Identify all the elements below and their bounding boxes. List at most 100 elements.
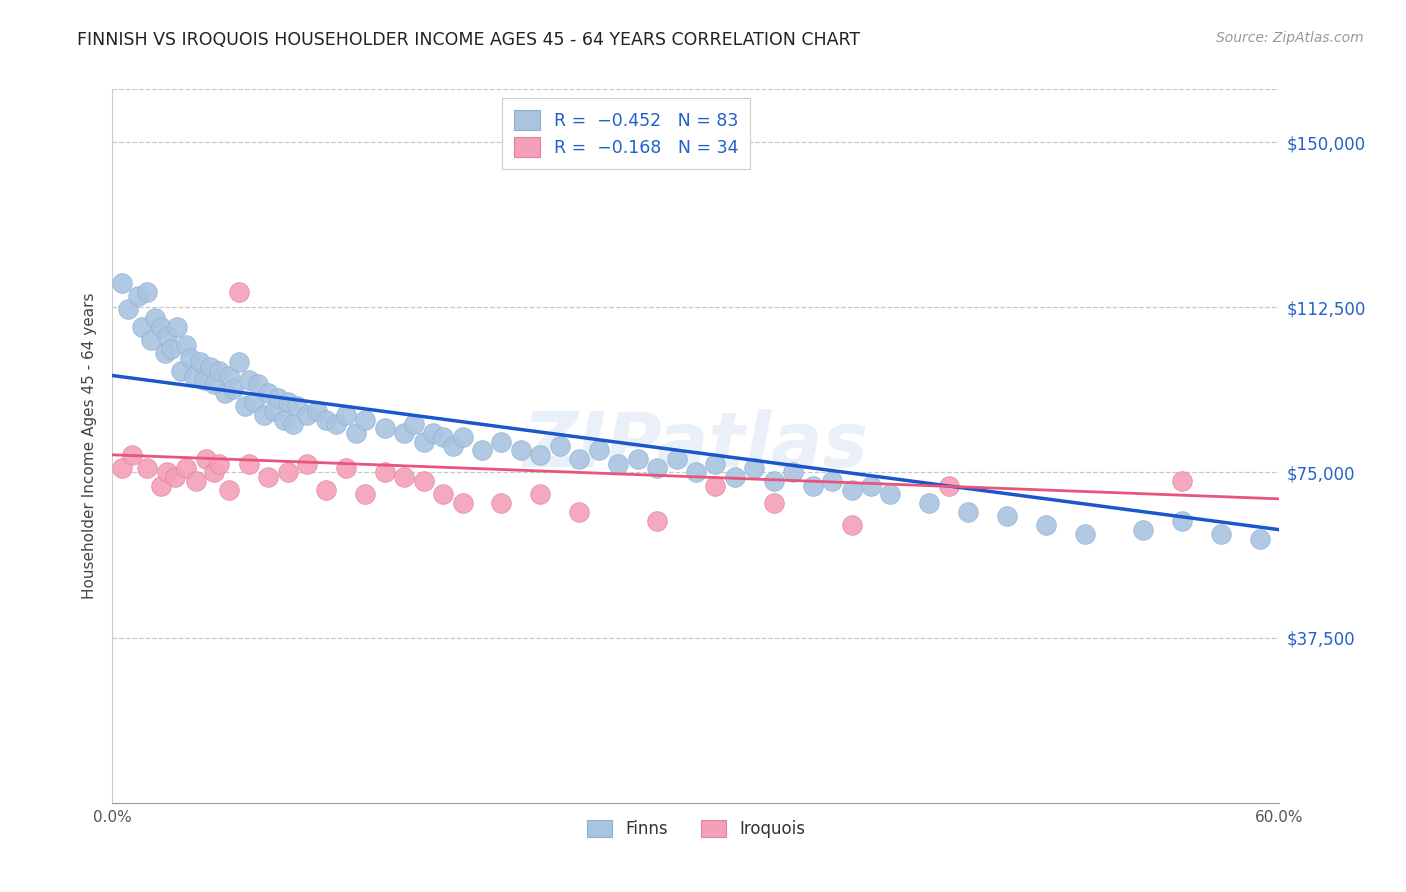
Point	[285, 400, 308, 414]
Point	[529, 487, 551, 501]
Point	[263, 403, 285, 417]
Point	[238, 373, 260, 387]
Point	[344, 425, 367, 440]
Point	[995, 509, 1018, 524]
Point	[111, 276, 134, 290]
Point	[194, 452, 217, 467]
Point	[432, 487, 454, 501]
Point	[131, 320, 153, 334]
Point	[1132, 523, 1154, 537]
Point	[208, 364, 231, 378]
Point	[724, 470, 747, 484]
Point	[645, 514, 668, 528]
Point	[136, 461, 159, 475]
Point	[153, 346, 176, 360]
Point	[150, 320, 173, 334]
Point	[568, 505, 591, 519]
Point	[938, 478, 960, 492]
Point	[704, 457, 727, 471]
Point	[548, 439, 571, 453]
Point	[412, 434, 434, 449]
Point	[841, 518, 863, 533]
Point	[432, 430, 454, 444]
Point	[218, 368, 240, 383]
Point	[193, 373, 215, 387]
Point	[111, 461, 134, 475]
Point	[704, 478, 727, 492]
Point	[529, 448, 551, 462]
Point	[166, 320, 188, 334]
Point	[782, 466, 804, 480]
Point	[1209, 527, 1232, 541]
Point	[117, 302, 139, 317]
Point	[184, 475, 207, 489]
Point	[422, 425, 444, 440]
Point	[267, 391, 290, 405]
Point	[841, 483, 863, 497]
Point	[176, 337, 198, 351]
Point	[588, 443, 610, 458]
Point	[607, 457, 630, 471]
Point	[821, 475, 844, 489]
Point	[471, 443, 494, 458]
Point	[295, 408, 318, 422]
Point	[325, 417, 347, 431]
Point	[202, 377, 225, 392]
Point	[762, 496, 785, 510]
Point	[354, 412, 377, 426]
Point	[179, 351, 201, 365]
Legend: Finns, Iroquois: Finns, Iroquois	[581, 813, 811, 845]
Point	[276, 395, 298, 409]
Point	[150, 478, 173, 492]
Point	[335, 461, 357, 475]
Point	[374, 466, 396, 480]
Point	[305, 403, 328, 417]
Text: Source: ZipAtlas.com: Source: ZipAtlas.com	[1216, 31, 1364, 45]
Point	[228, 285, 250, 299]
Point	[315, 483, 337, 497]
Point	[136, 285, 159, 299]
Point	[273, 412, 295, 426]
Point	[141, 333, 163, 347]
Point	[214, 386, 236, 401]
Point	[315, 412, 337, 426]
Point	[169, 364, 191, 378]
Point	[156, 329, 179, 343]
Point	[188, 355, 211, 369]
Point	[198, 359, 221, 374]
Point	[233, 400, 256, 414]
Point	[143, 311, 166, 326]
Point	[253, 408, 276, 422]
Point	[509, 443, 531, 458]
Point	[860, 478, 883, 492]
Point	[1171, 514, 1194, 528]
Point	[394, 425, 416, 440]
Point	[176, 461, 198, 475]
Point	[402, 417, 425, 431]
Point	[957, 505, 980, 519]
Point	[685, 466, 707, 480]
Point	[441, 439, 464, 453]
Point	[374, 421, 396, 435]
Point	[228, 355, 250, 369]
Point	[801, 478, 824, 492]
Point	[665, 452, 688, 467]
Point	[243, 395, 266, 409]
Y-axis label: Householder Income Ages 45 - 64 years: Householder Income Ages 45 - 64 years	[82, 293, 97, 599]
Point	[202, 466, 225, 480]
Point	[1035, 518, 1057, 533]
Point	[295, 457, 318, 471]
Point	[627, 452, 650, 467]
Point	[1171, 475, 1194, 489]
Point	[568, 452, 591, 467]
Point	[879, 487, 901, 501]
Point	[222, 382, 245, 396]
Point	[491, 496, 513, 510]
Point	[238, 457, 260, 471]
Text: FINNISH VS IROQUOIS HOUSEHOLDER INCOME AGES 45 - 64 YEARS CORRELATION CHART: FINNISH VS IROQUOIS HOUSEHOLDER INCOME A…	[77, 31, 860, 49]
Point	[257, 386, 280, 401]
Point	[491, 434, 513, 449]
Text: ZIPatlas: ZIPatlas	[523, 409, 869, 483]
Point	[218, 483, 240, 497]
Point	[451, 496, 474, 510]
